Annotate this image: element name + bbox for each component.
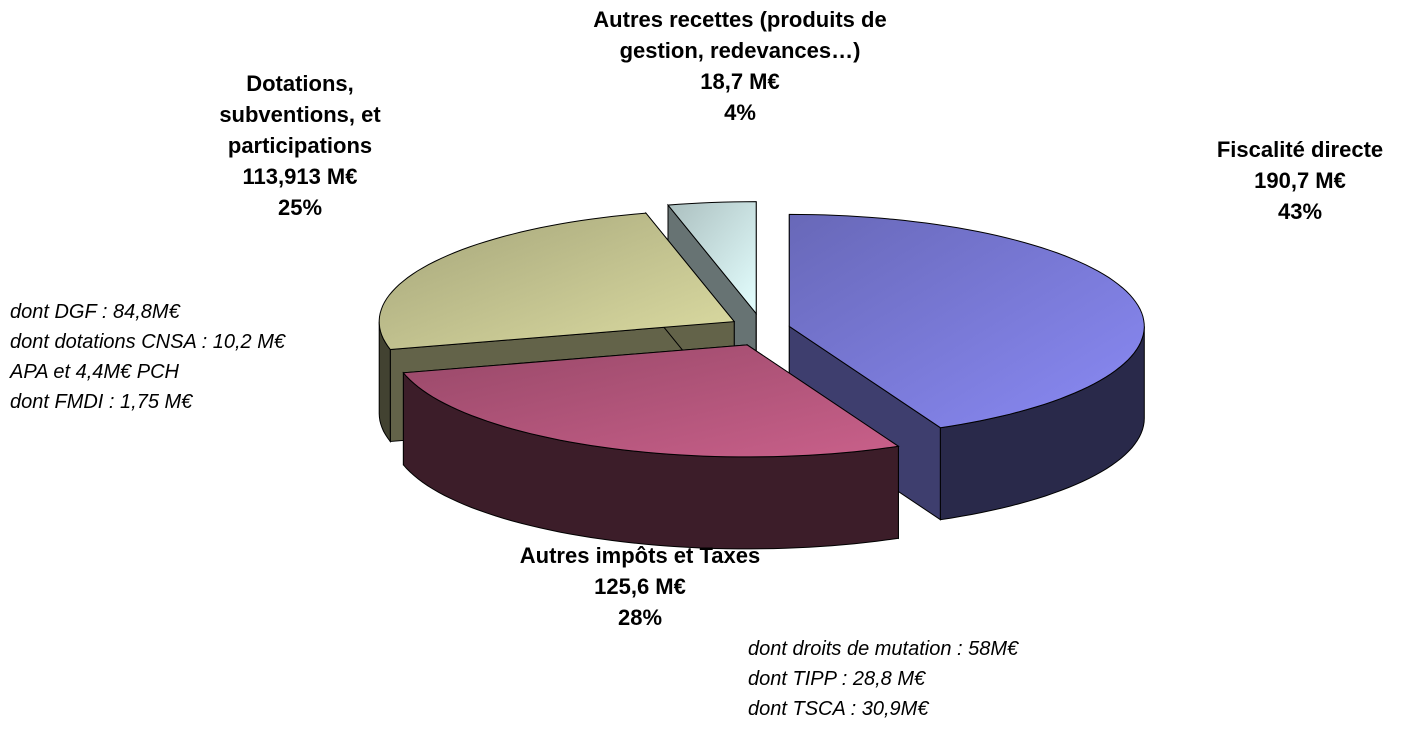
annotation: dont droits de mutation : 58M€ dont TIPP … bbox=[748, 634, 1168, 724]
value-label: 25% bbox=[277, 195, 323, 220]
amount-label: 113,913 M€ bbox=[242, 164, 358, 189]
slice-label: Autres impôts et Taxes 125,6 M€ 28% bbox=[510, 540, 770, 633]
value-label: 4% bbox=[724, 100, 756, 125]
value-label: 43% bbox=[1277, 199, 1323, 224]
slice bbox=[402, 344, 900, 458]
slice bbox=[378, 212, 736, 351]
category-name: Autres recettes (produits de gestion, re… bbox=[593, 7, 887, 63]
category-name: Fiscalité directe bbox=[1216, 137, 1384, 162]
amount-label: 190,7 M€ bbox=[1254, 168, 1346, 193]
annotation-line: dont DGF : 84,8M€ bbox=[10, 301, 180, 323]
value-label: 28% bbox=[617, 605, 663, 630]
annotation-line: dont droits de mutation : 58M€ bbox=[748, 638, 1019, 660]
annotation: dont DGF : 84,8M€ dont dotations CNSA : 1… bbox=[10, 297, 310, 417]
slice-label: Dotations, subventions, et participation… bbox=[180, 68, 420, 223]
annotation-line: dont FMDI : 1,75 M€ bbox=[10, 391, 193, 413]
category-name: Autres impôts et Taxes bbox=[519, 543, 761, 568]
slice-label: Fiscalité directe 190,7 M€ 43% bbox=[1170, 134, 1422, 227]
annotation-line: dont TSCA : 30,9M€ bbox=[748, 698, 929, 720]
amount-label: 18,7 M€ bbox=[700, 69, 780, 94]
annotation-line: dont dotations CNSA : 10,2 M€ APA et 4,4… bbox=[10, 331, 285, 383]
category-name: Dotations, subventions, et participation… bbox=[219, 71, 381, 158]
slice bbox=[667, 201, 757, 316]
slice-label: Autres recettes (produits de gestion, re… bbox=[570, 4, 910, 128]
slice bbox=[788, 213, 1145, 429]
annotation-line: dont TIPP : 28,8 M€ bbox=[748, 668, 926, 690]
amount-label: 125,6 M€ bbox=[594, 574, 686, 599]
